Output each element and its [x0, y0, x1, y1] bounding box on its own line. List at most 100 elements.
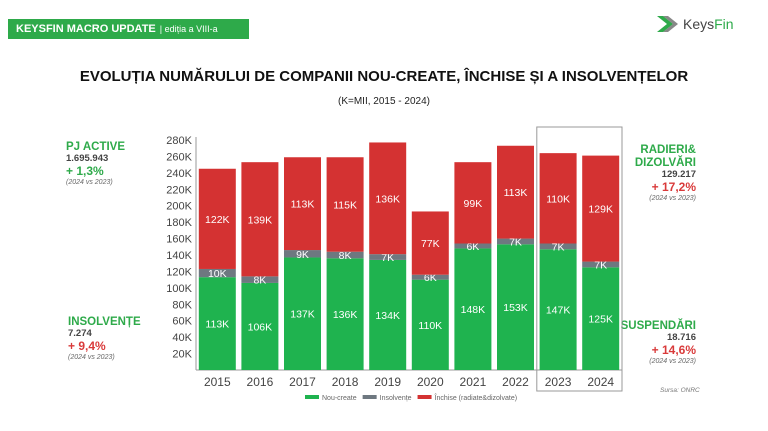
bar-insolven-e-2022 — [497, 238, 534, 245]
kpi-label: RADIERI& — [640, 144, 696, 156]
bar-nou-create-2020 — [411, 279, 449, 370]
kpi-note: (2024 vs 2023) — [68, 353, 115, 361]
y-tick-label: 220K — [166, 184, 192, 196]
bar-insolven-e-2023 — [539, 243, 577, 250]
kpi-note: (2024 vs 2023) — [66, 178, 113, 186]
bar--nchise-radiate-dizolvate--2021 — [454, 162, 492, 244]
data-label: 106K — [248, 321, 273, 333]
data-label: 110K — [546, 193, 570, 205]
data-label: 8K — [339, 250, 352, 262]
bar--nchise-radiate-dizolvate--2023 — [539, 153, 577, 244]
banner-edition: | ediția a VIII-a — [159, 24, 218, 34]
y-tick-label: 180K — [166, 217, 192, 229]
y-tick-label: 200K — [166, 201, 192, 213]
y-tick-label: 100K — [166, 283, 192, 295]
bar-insolven-e-2024 — [582, 261, 620, 268]
banner-title: KEYSFIN MACRO UPDATE — [16, 23, 156, 35]
data-label: 113K — [291, 199, 315, 211]
logo-keys: Keys — [683, 16, 715, 32]
kpi-label: INSOLVENȚE — [68, 316, 141, 328]
kpi-change: + 17,2% — [651, 180, 696, 195]
x-tick-label: 2023 — [545, 375, 572, 389]
data-label: 134K — [375, 310, 400, 322]
data-label: 113K — [504, 187, 528, 199]
bar-insolven-e-2016 — [241, 276, 279, 283]
chart-subtitle: (K=MII, 2015 - 2024) — [338, 96, 430, 107]
y-tick-label: 60K — [172, 316, 192, 328]
kpi-insolvente: INSOLVENȚE 7.274 + 9,4% (2024 vs 2023) — [68, 316, 141, 362]
bar-insolven-e-2018 — [326, 251, 364, 259]
chevron-logo-icon — [657, 16, 678, 32]
kpi-suspendari: SUSPENDĂRI 18.716 + 14,6% (2024 vs 2023) — [621, 320, 696, 366]
bar-insolven-e-2021 — [454, 243, 492, 249]
bar-insolven-e-2017 — [284, 250, 321, 258]
data-label: 137K — [290, 309, 315, 321]
x-tick-label: 2022 — [502, 375, 529, 389]
logo-fin: Fin — [714, 16, 734, 32]
data-label: 115K — [333, 199, 357, 211]
kpi-label: DIZOLVĂRI — [634, 157, 696, 170]
bar-nou-create-2022 — [497, 244, 534, 370]
bar-insolven-e-2019 — [369, 254, 407, 260]
data-label: 6K — [424, 272, 437, 284]
data-label: 6K — [466, 241, 479, 253]
highlight-box — [536, 126, 623, 392]
data-label: 7K — [552, 241, 565, 253]
data-label: 110K — [418, 320, 442, 332]
data-label: 136K — [333, 309, 358, 321]
bar-nou-create-2018 — [326, 258, 364, 370]
legend-swatch — [362, 395, 377, 399]
data-label: 7K — [381, 252, 394, 264]
kpi-change: + 1,3% — [66, 164, 104, 179]
data-label: 147K — [546, 305, 571, 317]
bar--nchise-radiate-dizolvate--2019 — [369, 142, 407, 255]
y-tick-label: 260K — [166, 151, 192, 163]
report-banner: KEYSFIN MACRO UPDATE | ediția a VIII-a — [8, 19, 249, 39]
data-label: 10K — [208, 268, 227, 280]
data-label: 129K — [588, 204, 613, 216]
bar--nchise-radiate-dizolvate--2018 — [326, 157, 364, 252]
y-tick-label: 240K — [166, 168, 192, 180]
x-tick-label: 2015 — [204, 375, 231, 389]
data-label: 136K — [375, 193, 400, 205]
kpi-value: 18.716 — [666, 332, 696, 344]
y-tick-label: 140K — [166, 250, 192, 262]
bar--nchise-radiate-dizolvate--2017 — [284, 157, 321, 251]
legend-label: Insolvențe — [380, 395, 412, 402]
y-tick-label: 120K — [166, 266, 192, 278]
kpi-value: 1.695.943 — [66, 153, 109, 165]
data-label: 153K — [503, 302, 528, 314]
kpi-label: PJ ACTIVE — [66, 141, 126, 153]
kpi-pj-active: PJ ACTIVE 1.695.943 + 1,3% (2024 vs 2023… — [66, 141, 125, 187]
legend-swatch — [417, 395, 432, 399]
kpi-note: (2024 vs 2023) — [649, 195, 696, 203]
kpi-note: (2024 vs 2023) — [649, 357, 696, 365]
x-tick-label: 2018 — [332, 375, 359, 389]
data-label: 77K — [421, 238, 440, 250]
data-label: 99K — [464, 198, 483, 210]
kpi-value: 129.217 — [661, 169, 696, 181]
keysfin-logo: KeysFin — [655, 14, 734, 34]
y-tick-label: 40K — [172, 332, 192, 344]
kpi-change: + 9,4% — [68, 339, 106, 354]
chart-title: EVOLUȚIA NUMĂRULUI DE COMPANII NOU-CREAT… — [79, 68, 689, 85]
bar-insolven-e-2020 — [411, 274, 449, 280]
bar-nou-create-2023 — [539, 249, 577, 370]
x-tick-label: 2021 — [460, 375, 487, 389]
bar-insolven-e-2015 — [198, 268, 236, 278]
bar--nchise-radiate-dizolvate--2015 — [198, 168, 236, 269]
data-label: 113K — [205, 319, 229, 331]
bar-nou-create-2021 — [454, 248, 492, 370]
legend-label: Nou-create — [322, 395, 357, 402]
bar-nou-create-2024 — [582, 267, 620, 370]
x-tick-label: 2017 — [289, 375, 316, 389]
data-label: 148K — [461, 304, 486, 316]
bar--nchise-radiate-dizolvate--2022 — [497, 145, 534, 239]
bar-nou-create-2016 — [241, 282, 279, 370]
bar-nou-create-2017 — [284, 257, 321, 370]
x-tick-label: 2016 — [247, 375, 274, 389]
x-tick-label: 2020 — [417, 375, 444, 389]
data-label: 122K — [205, 214, 230, 226]
y-tick-label: 280K — [166, 135, 192, 147]
bar--nchise-radiate-dizolvate--2016 — [241, 162, 279, 277]
